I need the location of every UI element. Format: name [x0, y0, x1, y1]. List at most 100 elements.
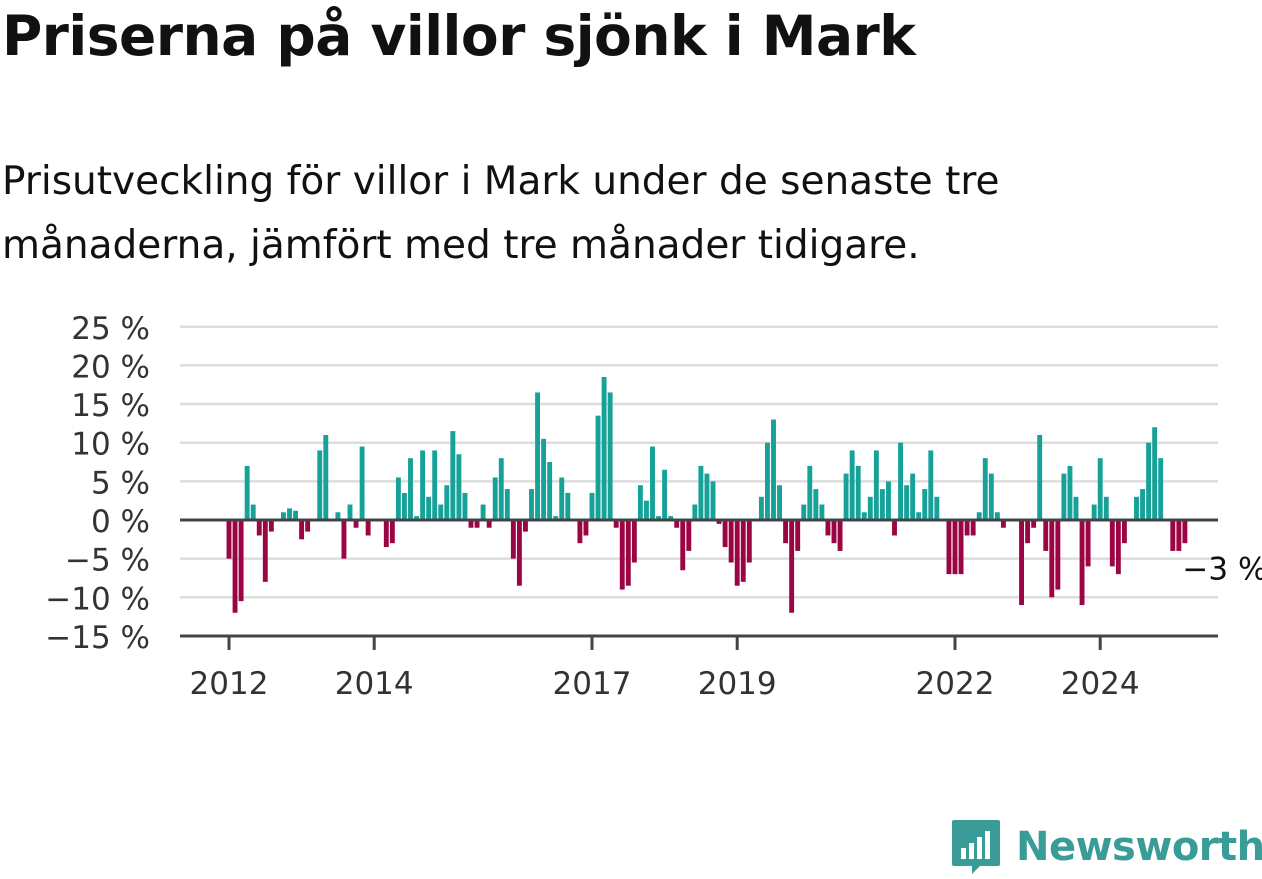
bar: [256, 520, 262, 536]
bar: [383, 520, 389, 548]
bar: [1025, 520, 1031, 544]
bar: [831, 520, 837, 544]
bar: [680, 520, 686, 571]
bar: [625, 520, 631, 586]
bar: [523, 520, 528, 532]
bar: [777, 485, 782, 520]
chart-title: Priserna på villor sjönk i Mark: [2, 4, 916, 68]
bar: [825, 520, 831, 536]
bar: [299, 520, 305, 540]
bar: [347, 504, 353, 520]
y-tick-label: 5 %: [91, 465, 150, 501]
newsworthy-logo-icon: [952, 820, 1000, 874]
bar: [716, 520, 722, 524]
bar: [420, 450, 426, 520]
bar: [1121, 520, 1127, 544]
bar: [1073, 496, 1079, 520]
bar: [268, 520, 274, 532]
bar: [728, 520, 734, 563]
bar: [1176, 520, 1182, 551]
bar: [674, 520, 680, 528]
bar: [432, 450, 438, 520]
bar: [547, 462, 553, 520]
bar: [789, 520, 795, 613]
bar: [1085, 520, 1091, 567]
bar: [861, 512, 867, 520]
bar: [994, 512, 1000, 520]
bar: [516, 520, 522, 586]
bar: [1170, 520, 1176, 551]
bar: [1079, 520, 1085, 606]
bar: [934, 496, 940, 520]
bar: [1019, 520, 1024, 606]
bar: [644, 500, 649, 520]
bar: [353, 520, 359, 528]
bar: [395, 477, 401, 520]
bar: [734, 520, 740, 586]
bar: [637, 485, 643, 520]
bar: [287, 508, 292, 520]
bar: [686, 520, 692, 551]
bar: [898, 442, 903, 520]
bar: [1091, 504, 1097, 520]
bar: [819, 504, 825, 520]
bar: [765, 442, 770, 520]
bar: [559, 477, 565, 520]
bar: [317, 450, 323, 520]
bar: [619, 520, 625, 590]
bar: [535, 392, 540, 520]
bar: [553, 516, 559, 520]
y-tick-label: 25 %: [71, 311, 150, 347]
bar: [1031, 520, 1037, 528]
bar: [910, 473, 916, 520]
bar: [1037, 434, 1043, 520]
bar: [414, 516, 419, 520]
bar: [886, 481, 891, 520]
bar: [232, 520, 238, 613]
x-tick-label: 2022: [916, 666, 995, 702]
bar: [988, 473, 994, 520]
bar: [462, 492, 468, 520]
y-tick-label: −15 %: [45, 620, 150, 656]
bar: [1043, 520, 1049, 551]
chart-subtitle: Prisutveckling för villor i Mark under d…: [2, 159, 1000, 268]
bar: [607, 392, 613, 520]
bar: [801, 504, 807, 520]
brand-name: Newsworthy: [1016, 824, 1262, 870]
bar: [541, 438, 547, 520]
bar: [855, 465, 861, 520]
bar: [892, 520, 897, 536]
bar: [964, 520, 970, 536]
bar: [1109, 520, 1115, 567]
x-tick-label: 2017: [553, 666, 632, 702]
bar: [1067, 465, 1073, 520]
bar: [807, 465, 813, 520]
bar: [595, 415, 601, 520]
bar: [740, 520, 746, 582]
bar: [837, 520, 843, 551]
bar: [498, 458, 504, 520]
x-tick-label: 2019: [698, 666, 777, 702]
bar: [474, 520, 480, 528]
bar: [601, 376, 607, 520]
bar: [486, 520, 492, 528]
bar: [504, 489, 510, 520]
bar: [389, 520, 395, 544]
bar: [244, 465, 250, 520]
bar: [698, 465, 704, 520]
bar: [1182, 520, 1188, 544]
bar: [365, 520, 371, 536]
bar: [402, 492, 407, 520]
bar: [438, 504, 444, 520]
bar: [922, 489, 928, 520]
bar: [904, 485, 910, 520]
bar: [746, 520, 752, 563]
bar: [704, 473, 710, 520]
bar: [492, 477, 498, 520]
bar: [668, 516, 674, 520]
bar: [359, 446, 365, 520]
bar: [1115, 520, 1121, 575]
bar: [589, 492, 595, 520]
bar: [692, 504, 698, 520]
bar: [1000, 520, 1006, 528]
